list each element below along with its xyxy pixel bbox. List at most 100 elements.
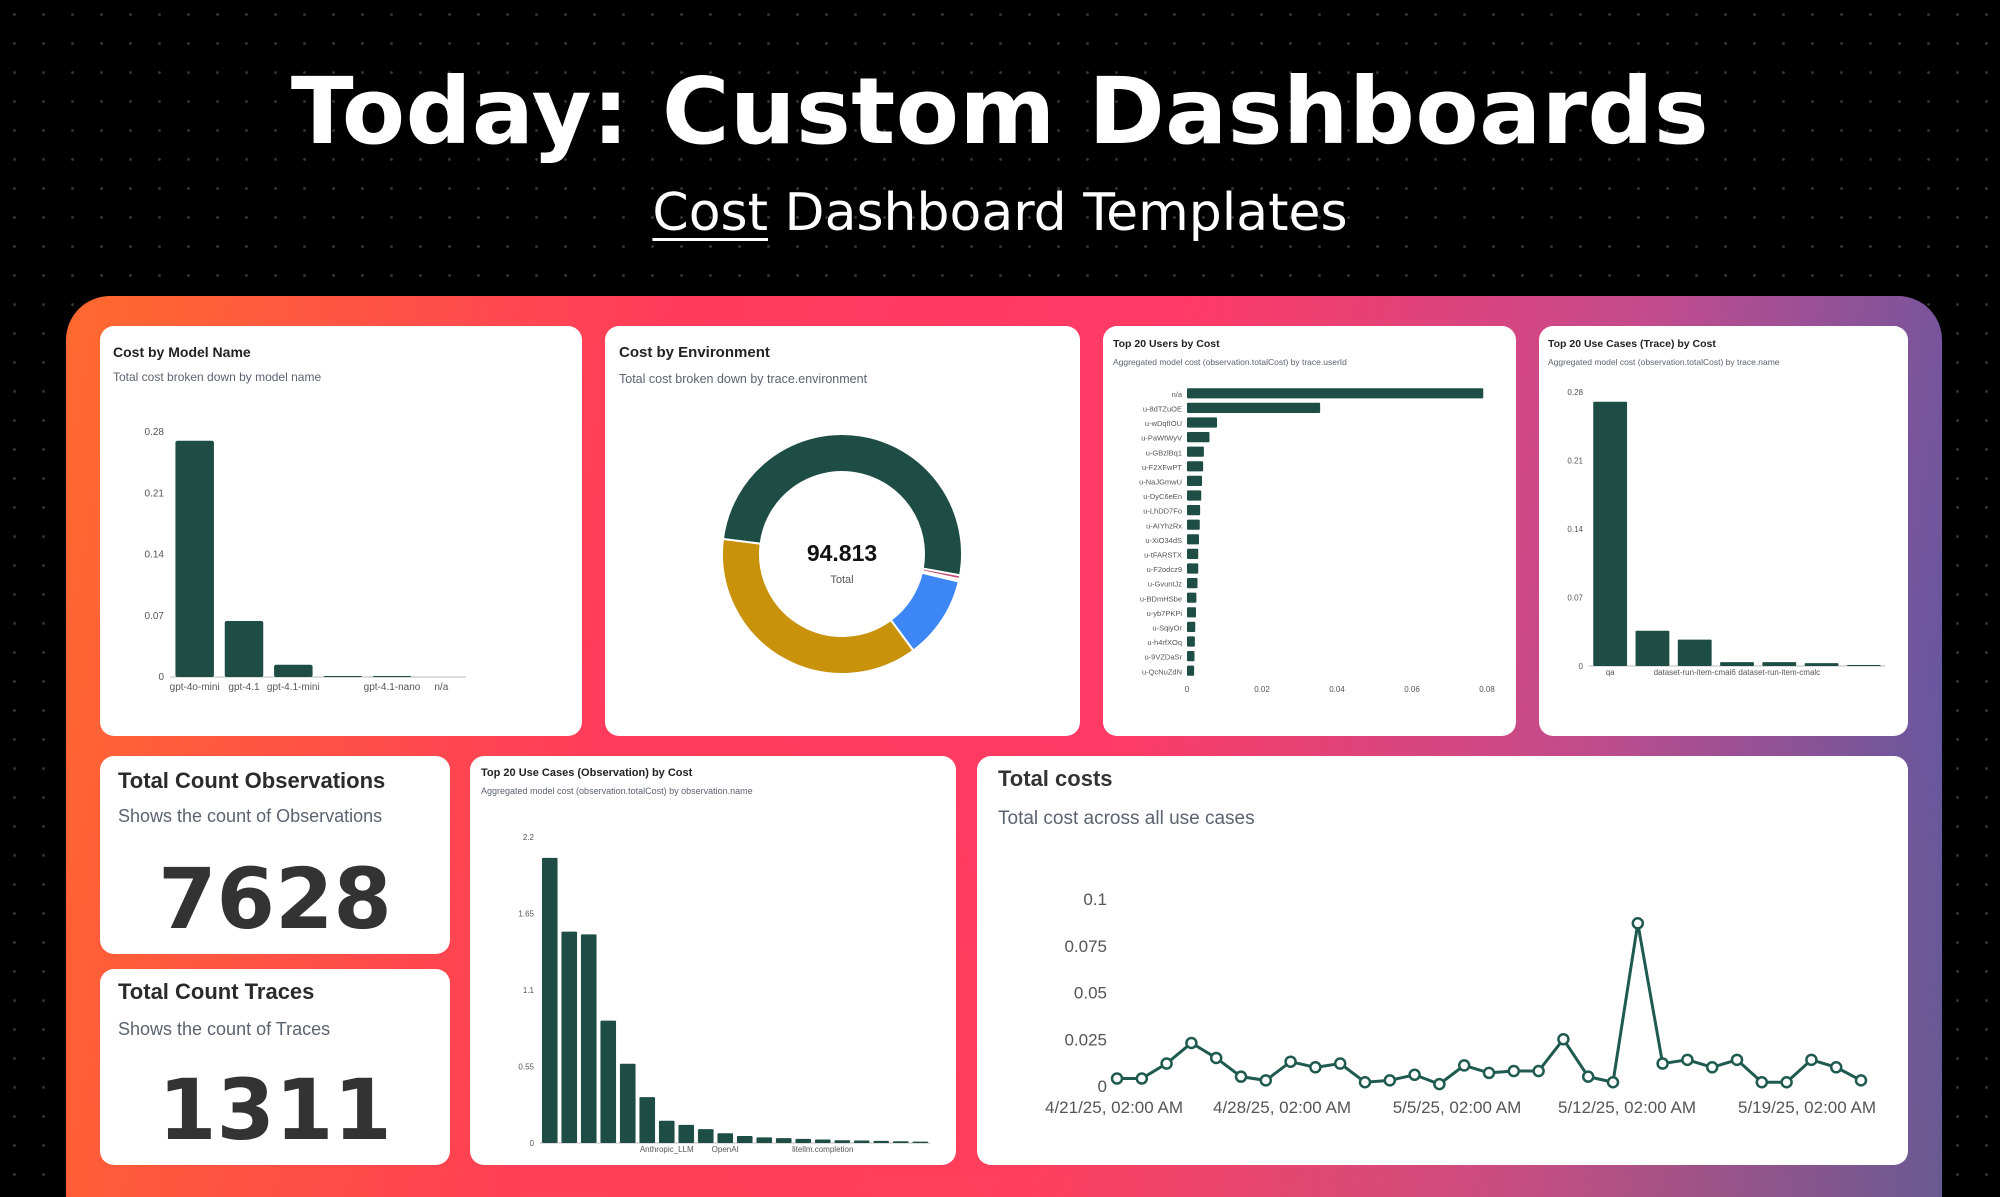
data-point	[1557, 1033, 1570, 1046]
x-tick-label: 0	[1185, 685, 1190, 694]
y-tick-label: 0.14	[145, 550, 165, 561]
data-point	[1259, 1074, 1273, 1087]
y-tick-label: u-9VZDaSr	[1144, 653, 1182, 662]
bar	[619, 1063, 636, 1143]
data-point	[1358, 1076, 1372, 1089]
top-users-bar-chart: n/a u-8dTZuOE u-wDqfIOU u-PaWtWyV u-GBzlBq1 u…	[1139, 388, 1495, 694]
y-tick-label: u-SqiyOr	[1152, 624, 1182, 633]
data-point	[1457, 1059, 1471, 1072]
donut-total-value: 94.813	[807, 540, 877, 566]
y-tick-label: 0.07	[1567, 594, 1583, 603]
x-tick-label: 0.06	[1404, 685, 1420, 694]
data-point	[1805, 1053, 1818, 1067]
x-tick-label: gpt-4.1-mini	[267, 682, 320, 693]
y-tick-label: 0.21	[1567, 457, 1583, 466]
widget-cost-by-environment[interactable]: Cost by Environment Total cost broken do…	[605, 326, 1080, 736]
bar	[1187, 475, 1202, 487]
y-tick-label: 0.075	[1064, 937, 1107, 956]
data-point	[1482, 1066, 1496, 1080]
bar	[853, 1140, 870, 1143]
bar	[1187, 665, 1195, 676]
y-tick-label: 0.1	[1083, 890, 1107, 909]
bar	[600, 1020, 617, 1143]
widget-title: Top 20 Use Cases (Trace) by Cost	[1548, 338, 1716, 350]
x-tick-label: 0.02	[1254, 685, 1270, 694]
bar	[323, 676, 362, 677]
x-tick-label: dataset-run-item-cmalc	[1738, 668, 1820, 677]
bar	[658, 1120, 675, 1143]
cost-line	[1117, 923, 1862, 1086]
x-tick-label: litellm.completion	[792, 1145, 853, 1154]
bar	[1804, 663, 1839, 666]
donut-total-label: Total	[830, 574, 853, 586]
bar	[1593, 401, 1628, 666]
bar	[1187, 504, 1201, 516]
page-title: Today: Custom Dashboards	[290, 58, 1710, 165]
widget-title: Top 20 Users by Cost	[1113, 338, 1220, 350]
y-tick-label: u-AIYhzRx	[1146, 521, 1182, 530]
data-point	[1284, 1055, 1297, 1068]
x-tick-label: 5/19/25, 02:00 AM	[1738, 1098, 1876, 1117]
x-tick-label: 4/28/25, 02:00 AM	[1213, 1098, 1351, 1117]
bar	[1635, 630, 1670, 666]
y-tick-label: u-LhDD7Fo	[1143, 507, 1182, 516]
bar	[1187, 534, 1199, 545]
x-tick-label: gpt-4.1	[228, 682, 260, 693]
data-point	[1681, 1053, 1694, 1067]
data-point	[1656, 1057, 1669, 1070]
bar	[1187, 388, 1484, 399]
y-tick-label: 0	[530, 1139, 535, 1148]
data-point	[1829, 1061, 1843, 1074]
bar	[756, 1137, 773, 1143]
bar	[561, 931, 578, 1143]
x-tick-label: gpt-4.1-nano	[364, 682, 421, 693]
bar	[814, 1139, 831, 1143]
widget-top-use-cases-observation[interactable]: Top 20 Use Cases (Observation) by Cost A…	[470, 756, 956, 1165]
y-tick-label: u-DyC6eEn	[1143, 492, 1182, 501]
bar	[1187, 519, 1200, 530]
bar	[678, 1124, 695, 1143]
data-point	[1234, 1070, 1248, 1083]
bar	[580, 934, 597, 1143]
bar	[1187, 402, 1321, 414]
data-point	[1755, 1076, 1769, 1089]
data-point	[1705, 1061, 1719, 1074]
widget-description: Shows the count of Observations	[118, 806, 383, 826]
widget-top-use-cases-trace[interactable]: Top 20 Use Cases (Trace) by Cost Aggrega…	[1539, 326, 1908, 736]
y-tick-label: u-BDmHSbe	[1140, 594, 1182, 603]
bar	[1187, 636, 1195, 647]
y-tick-label: 1.65	[518, 910, 534, 919]
bar	[1187, 563, 1199, 574]
x-tick-label: dataset-run-item-cmai6	[1654, 668, 1737, 677]
bar	[1187, 577, 1198, 589]
x-tick-label: qa	[1606, 668, 1615, 677]
widget-top-users[interactable]: Top 20 Users by Cost Aggregated model co…	[1103, 326, 1516, 736]
y-tick-label: 0.28	[145, 427, 165, 438]
data-point	[1532, 1064, 1545, 1078]
data-point	[1333, 1057, 1347, 1070]
data-point	[1631, 917, 1645, 930]
y-tick-label: u-F2XFwPT	[1142, 463, 1182, 472]
widget-title: Cost by Environment	[619, 344, 770, 361]
widget-description: Total cost across all use cases	[998, 808, 1255, 829]
widget-cost-by-model[interactable]: Cost by Model Name Total cost broken dow…	[100, 326, 582, 736]
y-tick-label: 1.1	[523, 986, 535, 995]
bar	[1187, 461, 1204, 472]
widget-title: Top 20 Use Cases (Observation) by Cost	[481, 767, 693, 779]
y-tick-label: u-NaJGmwU	[1139, 478, 1182, 487]
data-point	[1110, 1072, 1124, 1085]
x-tick-label: 5/5/25, 02:00 AM	[1393, 1098, 1522, 1117]
y-tick-label: n/a	[1172, 390, 1183, 399]
donut-slice	[721, 537, 915, 675]
widget-total-costs[interactable]: Total costs Total cost across all use ca…	[977, 756, 1908, 1165]
widget-count-observations[interactable]: Total Count Observations Shows the count…	[100, 756, 450, 954]
y-tick-label: u-GBzlBq1	[1146, 448, 1182, 457]
widget-count-traces[interactable]: Total Count Traces Shows the count of Tr…	[100, 969, 450, 1165]
y-tick-label: u-wDqfIOU	[1145, 419, 1182, 428]
y-tick-label: u-XiO34dS	[1145, 536, 1182, 545]
x-tick-label: gpt-4o-mini	[170, 682, 220, 693]
bar	[892, 1141, 909, 1143]
data-point	[1185, 1036, 1198, 1050]
bar	[274, 664, 313, 677]
data-point	[1730, 1053, 1744, 1067]
